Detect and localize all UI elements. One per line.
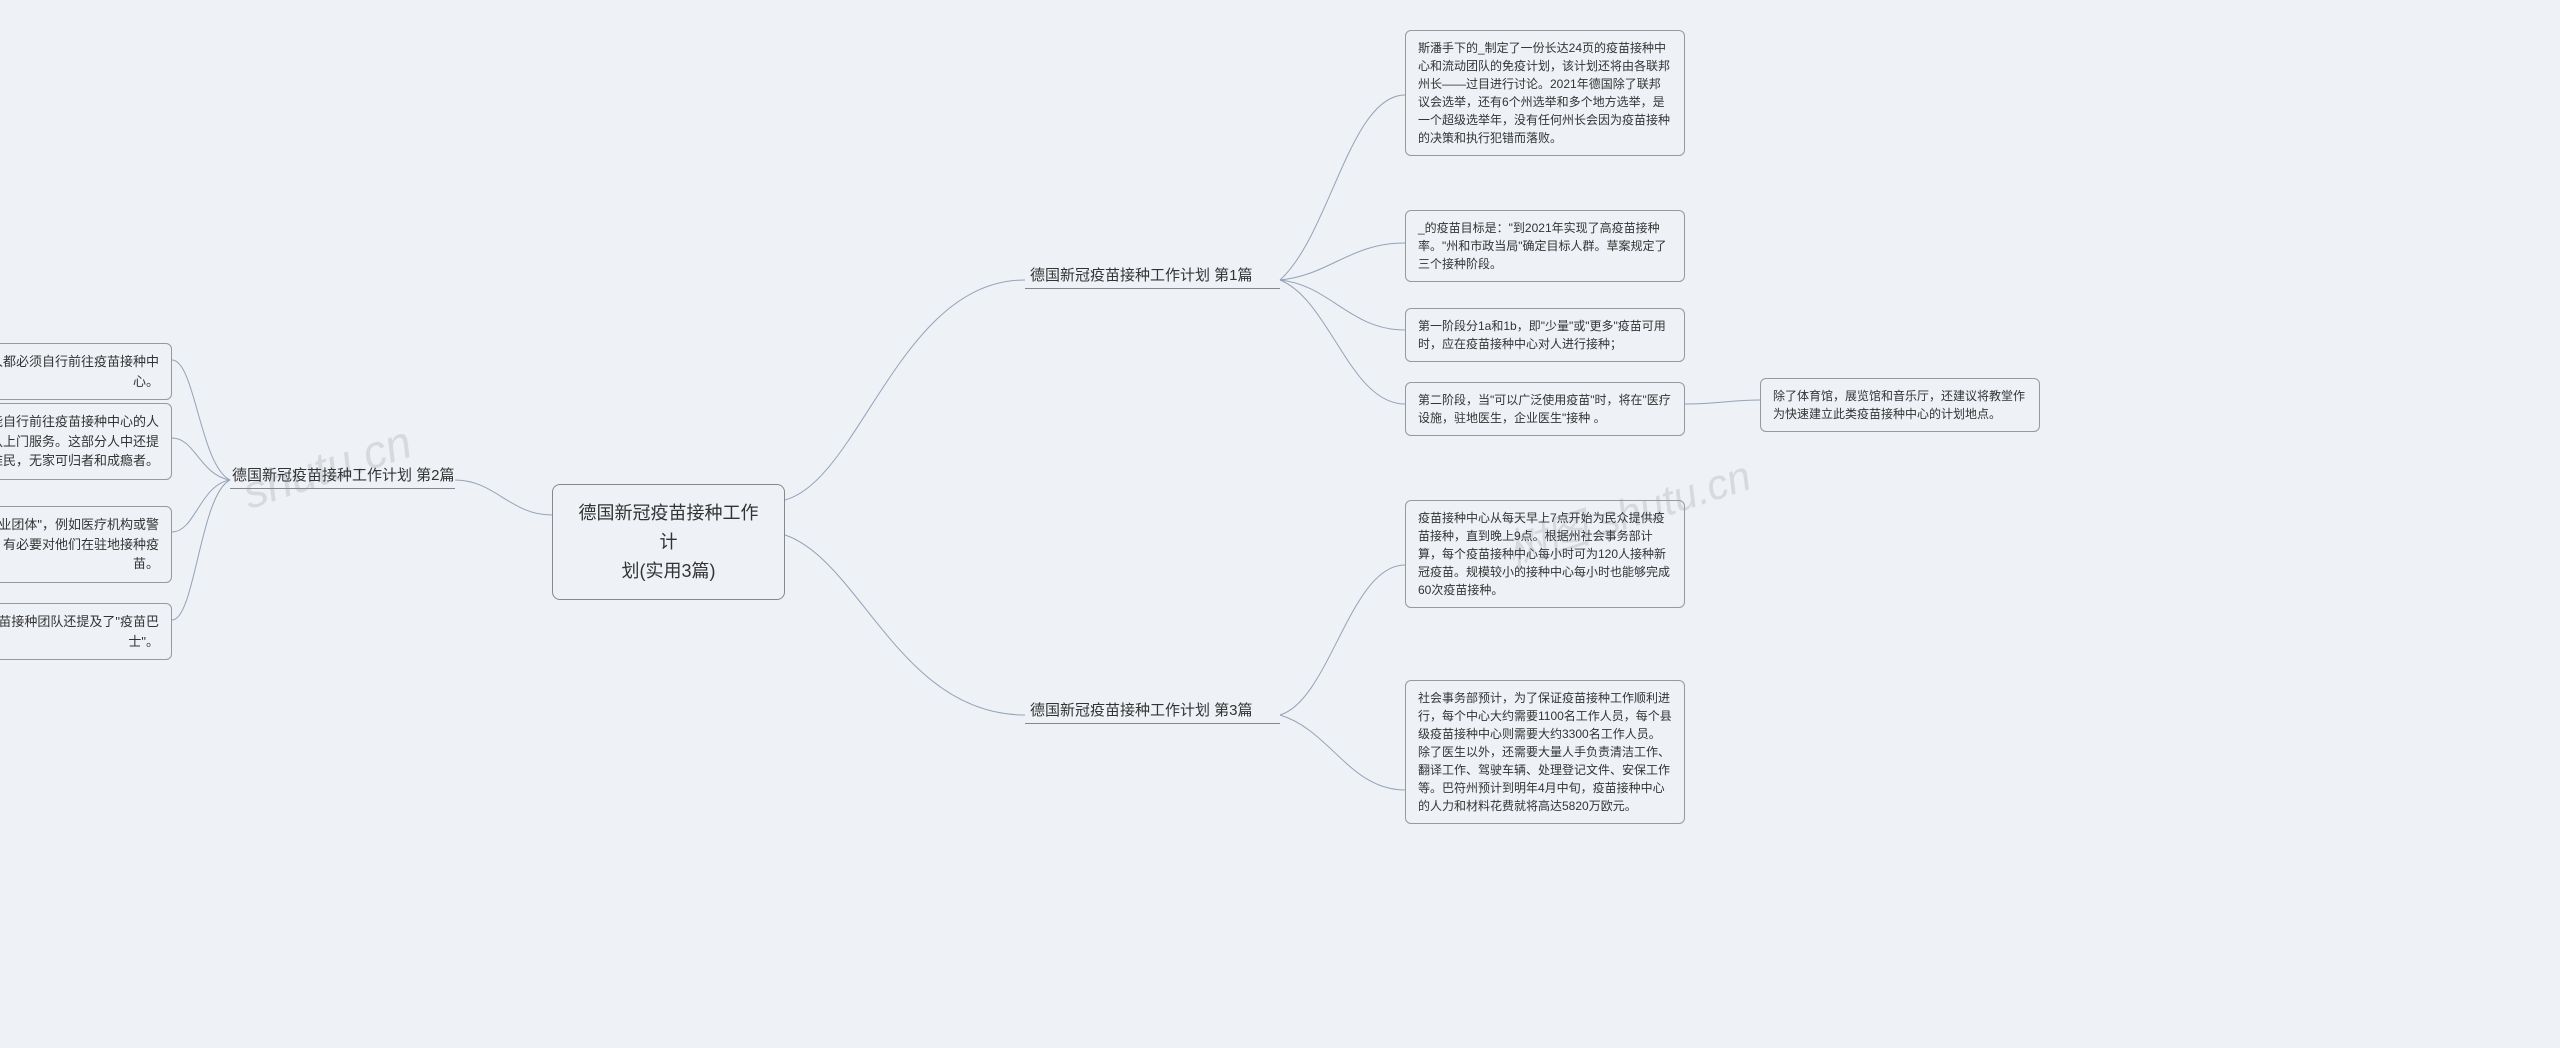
leaf-b3-1: 疫苗接种中心从每天早上7点开始为民众提供疫苗接种，直到晚上9点。根据州社会事务部… [1405,500,1685,608]
leaf-b2-4: 流动疫苗接种团队还提及了"疫苗巴士"。 [0,603,172,660]
branch-1-title: 德国新冠疫苗接种工作计划 第1篇 [1030,264,1253,285]
branch-2-underline [230,488,455,489]
center-line2: 划(实用3篇) [622,561,716,581]
branch-2-title: 德国新冠疫苗接种工作计划 第2篇 [232,464,455,485]
connectors [0,0,2560,1048]
leaf-b1-3: 第一阶段分1a和1b，即"少量"或"更多"疫苗可用时，应在疫苗接种中心对人进行接… [1405,308,1685,362]
branch-3-underline [1025,723,1280,724]
leaf-b2-3: 对于"某些专业团体"，例如医疗机构或警察，消防队等"，有必要对他们在驻地接种疫苗… [0,506,172,583]
leaf-b2-1: 并不是每个人都必须自行前往疫苗接种中心。 [0,343,172,400]
leaf-b1-4: 第二阶段，当"可以广泛使用疫苗"时，将在"医疗设施，驻地医生，企业医生"接种 。 [1405,382,1685,436]
branch-1-underline [1025,288,1280,289]
leaf-b1-2: _的疫苗目标是："到2021年实现了高疫苗接种率。"州和市政当局"确定目标人群。… [1405,210,1685,282]
branch-3-title: 德国新冠疫苗接种工作计划 第3篇 [1030,699,1253,720]
center-line1: 德国新冠疫苗接种工作计 [579,503,759,552]
center-node: 德国新冠疫苗接种工作计 划(实用3篇) [552,484,785,600]
leaf-b1-4-1: 除了体育馆，展览馆和音乐厅，还建议将教堂作为快速建立此类疫苗接种中心的计划地点。 [1760,378,2040,432]
leaf-b2-2: 需要护理或不能自行前往疫苗接种中心的人将有由流动团队上门服务。这部分人中还提到了… [0,403,172,480]
leaf-b1-1: 斯潘手下的_制定了一份长达24页的疫苗接种中心和流动团队的免疫计划，该计划还将由… [1405,30,1685,156]
leaf-b3-2: 社会事务部预计，为了保证疫苗接种工作顺利进行，每个中心大约需要1100名工作人员… [1405,680,1685,824]
